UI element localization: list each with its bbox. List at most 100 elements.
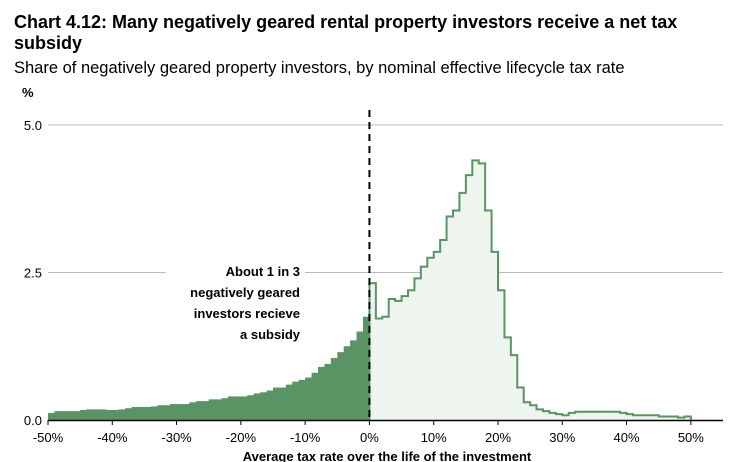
subsidy-bar [221, 398, 229, 420]
nonsubsidy-bar [485, 210, 492, 420]
subsidy-bar [73, 411, 81, 420]
subsidy-bar [266, 390, 274, 420]
nonsubsidy-bar [645, 415, 653, 420]
subsidy-bar [273, 387, 280, 420]
nonsubsidy-bar [369, 283, 376, 420]
subsidy-bar [125, 408, 132, 420]
chart-subtitle: Share of negatively geared property inve… [14, 59, 625, 77]
subsidy-bar [311, 372, 319, 420]
nonsubsidy-bar [652, 415, 659, 420]
nonsubsidy-bar [453, 210, 460, 420]
nonsubsidy-bar [510, 355, 518, 420]
subsidy-bar [112, 409, 120, 420]
x-tick-label: 20% [485, 430, 511, 445]
gridlines [48, 124, 723, 273]
nonsubsidy-bar [465, 175, 473, 420]
x-tick-label: -40% [97, 430, 128, 445]
subsidy-bar [247, 395, 255, 420]
subsidy-bars [48, 316, 370, 420]
y-tick-label: 0.0 [24, 413, 42, 428]
subsidy-bar [144, 407, 152, 420]
annotation-line: a subsidy [240, 327, 301, 342]
subsidy-bar [318, 366, 325, 420]
annotation-line: investors recieve [194, 306, 300, 321]
nonsubsidy-bar [633, 415, 640, 420]
nonsubsidy-bar [568, 412, 576, 420]
subsidy-bar [118, 409, 126, 420]
nonsubsidy-outline [368, 159, 692, 420]
x-axis-label: Average tax rate over the life of the in… [243, 449, 532, 462]
subsidy-bar [183, 404, 190, 420]
nonsubsidy-bar [420, 266, 428, 420]
subsidy-bar [48, 412, 55, 420]
nonsubsidy-bar [594, 411, 601, 420]
annotation-line: negatively geared [190, 285, 300, 300]
subsidy-bar [330, 358, 338, 420]
subsidy-annotation: About 1 in 3 negatively geared investors r… [190, 264, 301, 342]
subsidy-bar [131, 407, 139, 420]
nonsubsidy-bar [562, 415, 569, 420]
subsidy-bar [189, 402, 197, 420]
subsidy-bar [163, 405, 171, 420]
x-tick-label: -30% [161, 430, 192, 445]
subsidy-bar [285, 384, 293, 420]
subsidy-bar [99, 409, 107, 420]
subsidy-bar [356, 331, 364, 420]
nonsubsidy-bar [543, 411, 550, 420]
subsidy-bar [279, 387, 287, 420]
subsidy-bar [195, 401, 203, 420]
y-tick-label: 2.5 [24, 266, 42, 281]
subsidy-bar [202, 401, 210, 420]
nonsubsidy-bar [395, 300, 402, 420]
nonsubsidy-bar [575, 411, 582, 420]
x-tick-label: -50% [33, 430, 64, 445]
subsidy-bar [105, 409, 113, 420]
nonsubsidy-bar [588, 411, 595, 420]
nonsubsidy-bar [401, 296, 408, 420]
nonsubsidy-bar [433, 251, 441, 420]
x-axis-ticks: -50% -40% -30% -20% -10% 0% 10% 20% 30% 40% 50% [33, 420, 704, 445]
y-axis-ticks: 0.0 2.5 5.0 [24, 118, 42, 428]
chart-title: Chart 4.12: Many negatively geared renta… [14, 12, 678, 53]
nonsubsidy-bar [607, 411, 614, 420]
nonsubsidy-bar [536, 409, 543, 420]
subsidy-bar [337, 352, 345, 420]
nonsubsidy-bar [665, 416, 672, 420]
nonsubsidy-bar [626, 414, 633, 420]
nonsubsidy-bar [613, 411, 621, 420]
y-axis-unit: % [22, 85, 34, 100]
subsidy-bar [305, 377, 312, 420]
nonsubsidy-bar [581, 411, 588, 420]
subsidy-bar [234, 396, 242, 420]
nonsubsidy-bar [555, 414, 563, 420]
nonsubsidy-bar [639, 415, 646, 420]
nonsubsidy-bar [388, 299, 396, 420]
x-tick-label: -20% [226, 430, 257, 445]
nonsubsidy-bar [414, 278, 421, 420]
nonsubsidy-bar [620, 412, 627, 420]
nonsubsidy-bar [459, 192, 466, 420]
nonsubsidy-bar [478, 163, 486, 420]
subsidy-bar [260, 392, 267, 420]
subsidy-bar [240, 396, 248, 420]
nonsubsidy-bar [671, 416, 678, 420]
subsidy-bar [292, 381, 300, 420]
subsidy-bar [86, 409, 94, 420]
subsidy-bar [138, 407, 145, 420]
nonsubsidy-bar [523, 402, 531, 420]
nonsubsidy-bar [600, 411, 608, 420]
nonsubsidy-bars [369, 160, 691, 420]
nonsubsidy-bar [427, 257, 434, 420]
nonsubsidy-bar [530, 405, 537, 420]
annotation-line: About 1 in 3 [226, 264, 300, 279]
x-tick-label: 10% [421, 430, 447, 445]
x-tick-label: 30% [549, 430, 575, 445]
nonsubsidy-bar [472, 160, 479, 420]
nonsubsidy-bar [658, 416, 666, 420]
nonsubsidy-bar [684, 416, 691, 420]
nonsubsidy-bar [678, 417, 685, 420]
nonsubsidy-bar [498, 290, 505, 420]
subsidy-bar [54, 411, 62, 420]
subsidy-bar [215, 399, 222, 420]
